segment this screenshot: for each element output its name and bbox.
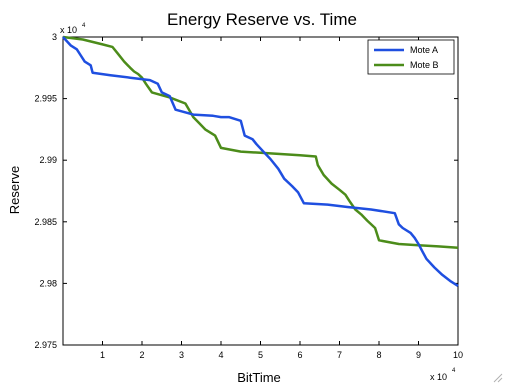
- x-tick-label: 10: [453, 350, 463, 360]
- x-tick-label: 1: [100, 350, 105, 360]
- y-tick-label: 2.985: [34, 217, 57, 227]
- x-tick-label: 7: [337, 350, 342, 360]
- x-axis-label: BitTime: [237, 370, 281, 385]
- x-tick-label: 2: [139, 350, 144, 360]
- y-tick-label: 2.98: [39, 278, 57, 288]
- legend-label-mote-a: Mote A: [410, 45, 438, 55]
- resize-grip-icon[interactable]: [491, 371, 503, 383]
- legend-box: [367, 39, 455, 75]
- x-exponent-power: 4: [452, 368, 456, 374]
- y-exponent-base: x 10: [60, 25, 77, 35]
- y-tick-label: 2.99: [39, 155, 57, 165]
- series-line-mote-a: [62, 36, 459, 287]
- series-line-mote-b: [62, 35, 459, 249]
- y-tick-label: 3: [52, 32, 57, 42]
- y-tick-label: 2.995: [34, 94, 57, 104]
- x-tick-label: 5: [258, 350, 263, 360]
- x-tick-label: 3: [179, 350, 184, 360]
- y-axis-label: Reserve: [7, 166, 22, 214]
- chart-title: Energy Reserve vs. Time: [167, 10, 357, 29]
- y-axis: 2.975 2.98 2.985 2.99 2.995 3: [34, 32, 458, 350]
- legend: Mote A Mote B: [367, 39, 455, 75]
- legend-label-mote-b: Mote B: [410, 60, 439, 70]
- x-tick-label: 4: [218, 350, 223, 360]
- y-tick-label: 2.975: [34, 340, 57, 350]
- x-tick-label: 8: [376, 350, 381, 360]
- x-axis: 1 2 3 4 5 6 7 8 9 10: [100, 37, 463, 360]
- x-tick-label: 9: [416, 350, 421, 360]
- y-exponent-power: 4: [82, 23, 86, 29]
- plot-area: [62, 36, 459, 346]
- series-layer: [62, 35, 459, 287]
- x-tick-label: 6: [297, 350, 302, 360]
- x-exponent-base: x 10: [430, 372, 447, 382]
